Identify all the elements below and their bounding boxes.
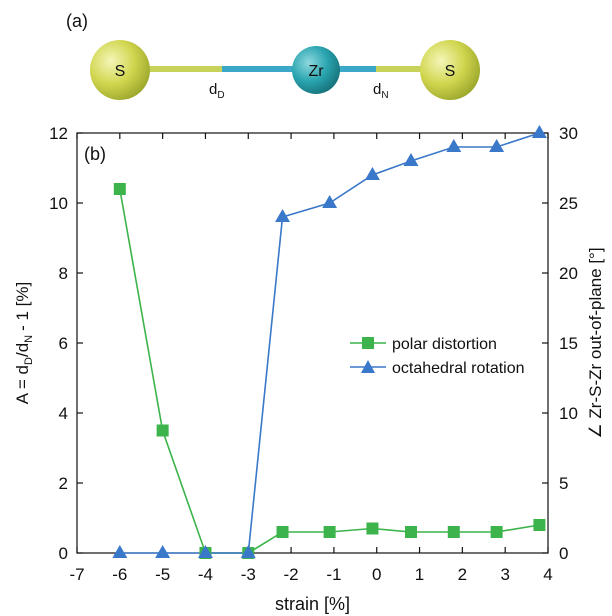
x-axis-label: strain [%] <box>275 594 350 614</box>
panel-a-label: (a) <box>66 11 88 31</box>
zirconium-atom <box>292 46 340 94</box>
bond-d-long-segment <box>222 66 316 72</box>
octahedral-rotation-point <box>322 195 338 208</box>
legend-marker-octahedral <box>361 360 375 373</box>
x-tick-label: -4 <box>198 565 213 584</box>
polar-distortion-point <box>276 526 289 538</box>
polar-distortion-point <box>447 526 460 538</box>
x-tick-label: 3 <box>500 565 509 584</box>
panel-a: (a) S Zr S dD dN <box>66 11 480 101</box>
y-left-tick-label: 4 <box>59 404 68 423</box>
legend-label-polar: polar distortion <box>392 336 497 353</box>
polar-distortion-point <box>156 424 169 437</box>
polar-distortion-point <box>366 522 379 535</box>
octahedral-rotation-point <box>403 153 419 166</box>
bond-label-dd: dD <box>209 81 225 101</box>
x-tick-label: 1 <box>415 565 424 584</box>
atom-label-s-right: S <box>445 63 456 80</box>
octahedral-rotation-point <box>112 545 128 558</box>
x-tick-label: -3 <box>241 565 256 584</box>
y-left-tick-label: 0 <box>59 544 68 563</box>
octahedral-rotation-point <box>197 545 213 558</box>
y-axis-left-label: A = dD/dN- 1 [%] <box>13 282 35 404</box>
polar-distortion-point <box>323 526 336 538</box>
polar-distortion-point <box>404 526 417 538</box>
y-right-tick-label: 25 <box>559 194 578 213</box>
bond-s-right-segment <box>376 66 424 72</box>
sulfur-atom-left <box>90 40 150 100</box>
x-tick-label: -1 <box>326 565 341 584</box>
octahedral-rotation-point <box>531 125 547 138</box>
x-tick-label: 2 <box>458 565 467 584</box>
y-left-tick-label: 8 <box>59 264 68 283</box>
x-tick-label: -5 <box>155 565 170 584</box>
bond-s-left-segment <box>146 66 224 72</box>
y-left-tick-label: 12 <box>49 124 68 143</box>
bond-d-short-segment <box>316 66 376 72</box>
y-right-tick-label: 15 <box>559 334 578 353</box>
x-tick-label: 4 <box>543 565 552 584</box>
polar-distortion-point <box>533 519 546 531</box>
legend-marker-polar <box>362 337 374 349</box>
data-markers <box>112 125 547 559</box>
octahedral-rotation-point <box>446 139 462 152</box>
octahedral-rotation-point <box>364 167 380 180</box>
legend: polar distortion octahedral rotation <box>350 336 525 377</box>
octahedral-rotation-point <box>240 545 256 558</box>
x-tick-label: -2 <box>284 565 299 584</box>
y-right-tick-label: 5 <box>559 474 568 493</box>
polar-distortion-point <box>113 183 126 195</box>
y-right-tick-label: 10 <box>559 404 578 423</box>
x-tick-label: 0 <box>372 565 381 584</box>
y-left-tick-label: 2 <box>59 474 68 493</box>
y-right-tick-label: 20 <box>559 264 578 283</box>
y-left-tick-label: 10 <box>49 194 68 213</box>
y-axis-right-label: ∠ Zr-S-Zr out-of-plane [°] <box>586 247 605 438</box>
octahedral-rotation-point <box>489 139 505 152</box>
x-tick-label: -6 <box>112 565 127 584</box>
bond-label-dn: dN <box>373 81 389 101</box>
sulfur-atom-right <box>420 40 480 100</box>
y-left-tick-label: 6 <box>59 334 68 353</box>
panel-b-label: (b) <box>84 144 106 164</box>
octahedral-rotation-point <box>275 209 291 222</box>
atom-label-zr: Zr <box>308 63 324 80</box>
octahedral-rotation-point <box>155 545 171 558</box>
atom-label-s-left: S <box>115 63 126 80</box>
polar-distortion-point <box>490 526 503 538</box>
y-right-tick-label: 0 <box>559 544 568 563</box>
y-right-tick-label: 30 <box>559 124 578 143</box>
x-tick-label: -7 <box>69 565 84 584</box>
panel-b-chart: (b) -7 -6 -5 -4 -3 -2 -1 0 1 2 3 402468101205101520… <box>13 124 605 614</box>
legend-label-octahedral: octahedral rotation <box>392 360 525 377</box>
